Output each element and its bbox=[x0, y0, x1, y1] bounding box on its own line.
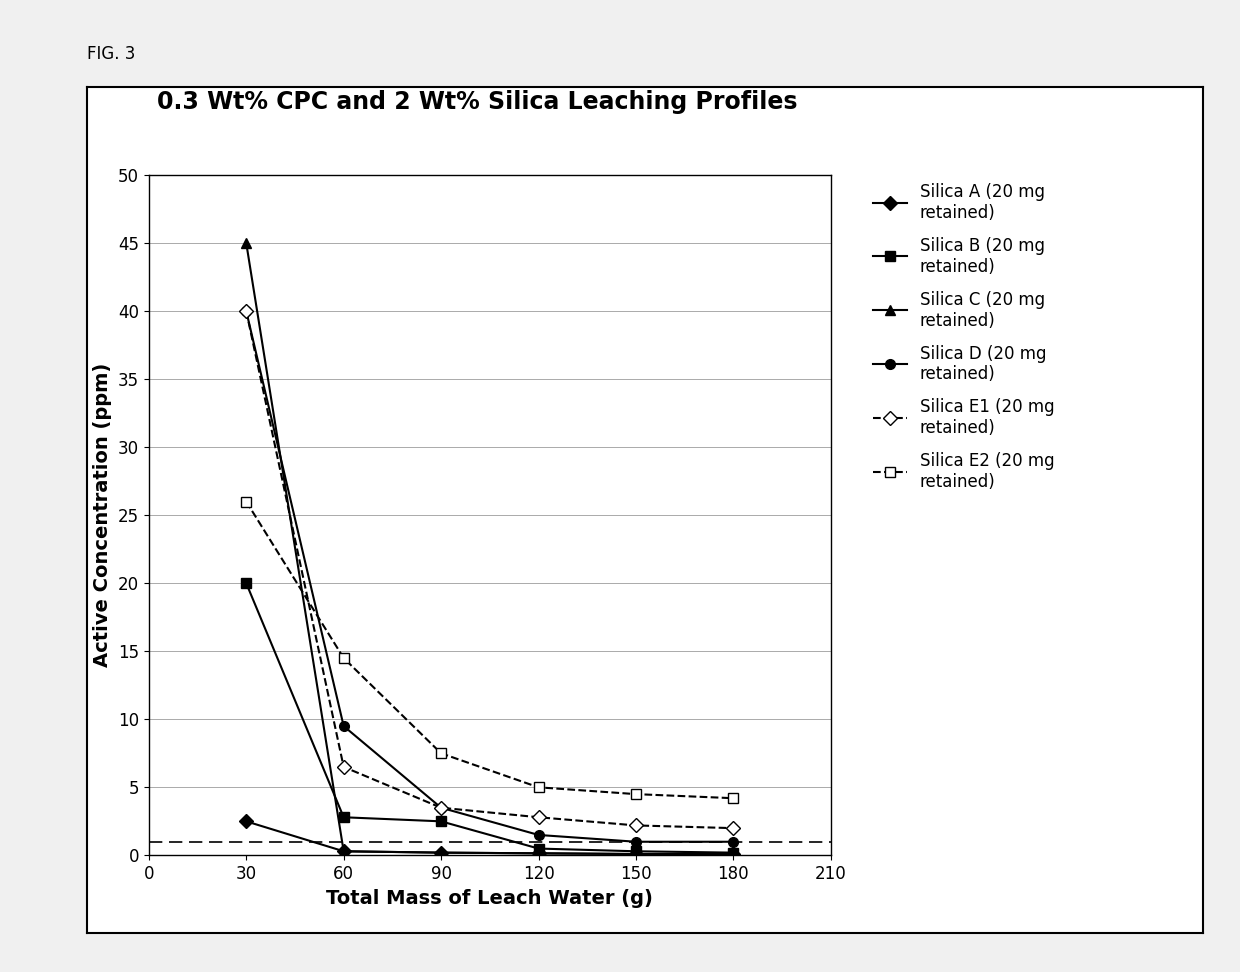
Silica C (20 mg
retained) bbox=[239, 237, 254, 249]
Silica B (20 mg
retained) bbox=[531, 843, 546, 854]
Silica A (20 mg
retained) bbox=[629, 849, 644, 860]
Silica B (20 mg
retained) bbox=[434, 816, 449, 827]
Line: Silica A (20 mg
retained): Silica A (20 mg retained) bbox=[242, 816, 738, 859]
Silica D (20 mg
retained) bbox=[434, 802, 449, 814]
Silica E2 (20 mg
retained) bbox=[725, 792, 740, 804]
Silica D (20 mg
retained) bbox=[239, 305, 254, 317]
Silica A (20 mg
retained) bbox=[725, 849, 740, 860]
Line: Silica C (20 mg
retained): Silica C (20 mg retained) bbox=[242, 238, 738, 859]
Silica E1 (20 mg
retained) bbox=[239, 305, 254, 317]
Silica E1 (20 mg
retained) bbox=[336, 761, 351, 773]
Silica E2 (20 mg
retained) bbox=[336, 652, 351, 664]
Legend: Silica A (20 mg
retained), Silica B (20 mg
retained), Silica C (20 mg
retained),: Silica A (20 mg retained), Silica B (20 … bbox=[866, 175, 1063, 500]
Silica D (20 mg
retained) bbox=[531, 829, 546, 841]
Silica B (20 mg
retained) bbox=[629, 846, 644, 857]
Silica B (20 mg
retained) bbox=[239, 577, 254, 589]
Line: Silica E2 (20 mg
retained): Silica E2 (20 mg retained) bbox=[242, 497, 738, 803]
Silica C (20 mg
retained) bbox=[629, 849, 644, 860]
Silica B (20 mg
retained) bbox=[725, 847, 740, 858]
Silica C (20 mg
retained) bbox=[434, 847, 449, 858]
Silica A (20 mg
retained) bbox=[239, 816, 254, 827]
Silica C (20 mg
retained) bbox=[336, 846, 351, 857]
Y-axis label: Active Concentration (ppm): Active Concentration (ppm) bbox=[93, 363, 113, 668]
Silica E1 (20 mg
retained) bbox=[629, 819, 644, 831]
Silica D (20 mg
retained) bbox=[336, 720, 351, 732]
Silica D (20 mg
retained) bbox=[725, 836, 740, 848]
Silica E1 (20 mg
retained) bbox=[725, 822, 740, 834]
Silica E1 (20 mg
retained) bbox=[434, 802, 449, 814]
Line: Silica E1 (20 mg
retained): Silica E1 (20 mg retained) bbox=[242, 306, 738, 833]
Silica E1 (20 mg
retained) bbox=[531, 812, 546, 823]
Silica D (20 mg
retained) bbox=[629, 836, 644, 848]
Text: 0.3 Wt% CPC and 2 Wt% Silica Leaching Profiles: 0.3 Wt% CPC and 2 Wt% Silica Leaching Pr… bbox=[157, 90, 797, 114]
Silica A (20 mg
retained) bbox=[434, 847, 449, 858]
Text: FIG. 3: FIG. 3 bbox=[87, 45, 135, 63]
Silica E2 (20 mg
retained) bbox=[629, 788, 644, 800]
X-axis label: Total Mass of Leach Water (g): Total Mass of Leach Water (g) bbox=[326, 888, 653, 908]
Line: Silica D (20 mg
retained): Silica D (20 mg retained) bbox=[242, 306, 738, 847]
Silica C (20 mg
retained) bbox=[725, 849, 740, 860]
Silica B (20 mg
retained) bbox=[336, 812, 351, 823]
Silica E2 (20 mg
retained) bbox=[531, 781, 546, 793]
Silica C (20 mg
retained) bbox=[531, 848, 546, 859]
Silica E2 (20 mg
retained) bbox=[434, 747, 449, 759]
Line: Silica B (20 mg
retained): Silica B (20 mg retained) bbox=[242, 578, 738, 857]
Silica A (20 mg
retained) bbox=[336, 846, 351, 857]
Silica A (20 mg
retained) bbox=[531, 848, 546, 859]
Silica E2 (20 mg
retained) bbox=[239, 496, 254, 507]
